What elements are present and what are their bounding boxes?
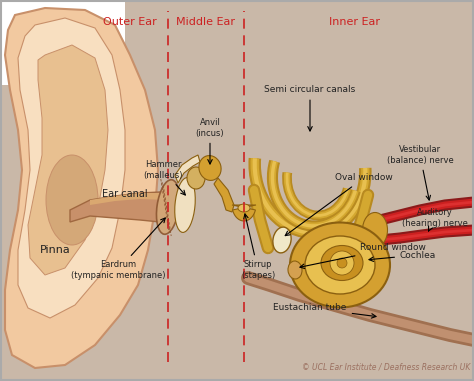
Circle shape bbox=[337, 258, 347, 268]
Polygon shape bbox=[70, 192, 168, 222]
Text: Eardrum
(tympanic membrane): Eardrum (tympanic membrane) bbox=[71, 218, 165, 280]
Ellipse shape bbox=[321, 245, 363, 280]
Ellipse shape bbox=[288, 261, 302, 279]
Text: Vestibular
(balance) nerve: Vestibular (balance) nerve bbox=[387, 145, 453, 200]
Text: Semi circular canals: Semi circular canals bbox=[264, 85, 356, 131]
Polygon shape bbox=[90, 193, 168, 205]
Text: Auditory
(hearing) nerve: Auditory (hearing) nerve bbox=[402, 208, 468, 231]
Text: Inner Ear: Inner Ear bbox=[329, 17, 381, 27]
Polygon shape bbox=[18, 18, 125, 318]
Ellipse shape bbox=[273, 227, 291, 253]
Text: Eustachian tube: Eustachian tube bbox=[273, 304, 376, 318]
Polygon shape bbox=[28, 45, 108, 275]
Ellipse shape bbox=[238, 204, 250, 212]
Text: Cochlea: Cochlea bbox=[369, 250, 436, 261]
Ellipse shape bbox=[46, 155, 98, 245]
Text: Oval window: Oval window bbox=[285, 173, 393, 235]
Ellipse shape bbox=[199, 155, 221, 181]
Circle shape bbox=[330, 251, 354, 275]
Text: Stirrup
(stapes): Stirrup (stapes) bbox=[241, 214, 275, 280]
Text: Ear canal: Ear canal bbox=[102, 189, 148, 199]
Text: © UCL Ear Institute / Deafness Research UK: © UCL Ear Institute / Deafness Research … bbox=[301, 363, 470, 372]
Text: Anvil
(incus): Anvil (incus) bbox=[196, 118, 224, 164]
Polygon shape bbox=[175, 155, 200, 183]
Ellipse shape bbox=[305, 236, 375, 294]
Text: Round window: Round window bbox=[300, 243, 426, 269]
Ellipse shape bbox=[363, 213, 388, 248]
Text: Hammer
(malleus): Hammer (malleus) bbox=[143, 160, 185, 195]
Text: Pinna: Pinna bbox=[40, 245, 70, 255]
Ellipse shape bbox=[290, 223, 390, 307]
Bar bbox=[0, 0, 125, 85]
Polygon shape bbox=[5, 8, 158, 368]
Text: Outer Ear: Outer Ear bbox=[103, 17, 157, 27]
Polygon shape bbox=[214, 178, 234, 212]
Ellipse shape bbox=[156, 180, 180, 234]
Ellipse shape bbox=[187, 167, 205, 189]
Text: Middle Ear: Middle Ear bbox=[176, 17, 236, 27]
Polygon shape bbox=[232, 205, 256, 221]
Ellipse shape bbox=[175, 178, 195, 232]
